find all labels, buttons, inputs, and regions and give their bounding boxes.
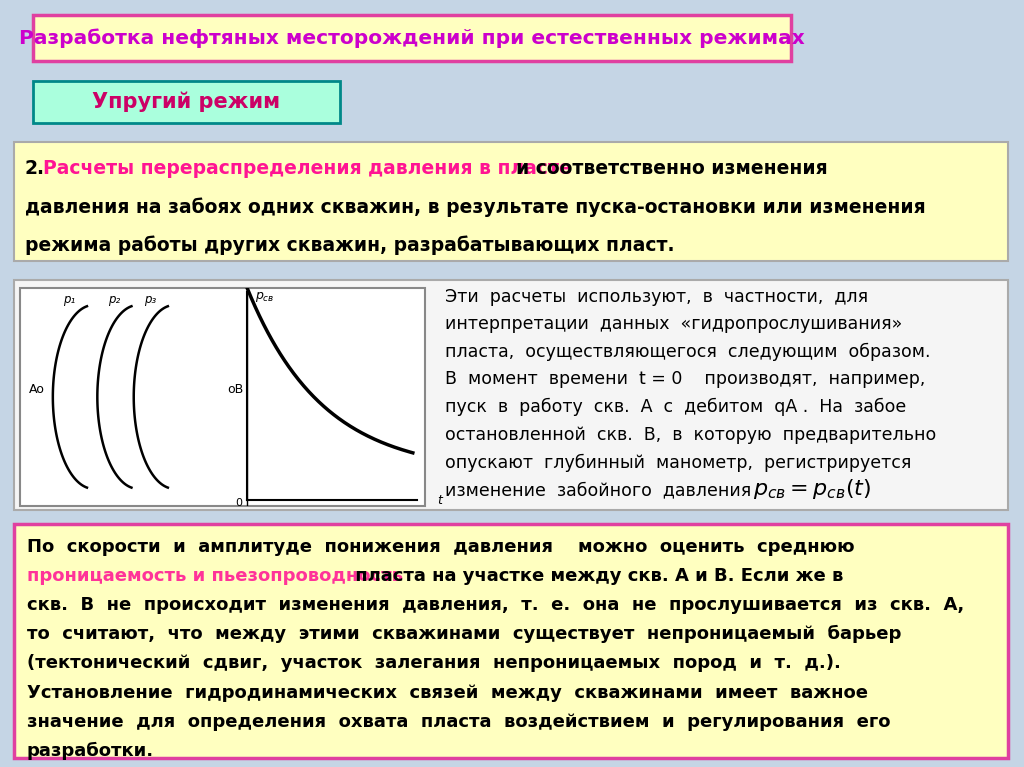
FancyBboxPatch shape	[14, 142, 1008, 261]
Text: oB: oB	[226, 383, 243, 396]
Text: p₃: p₃	[144, 293, 157, 306]
FancyBboxPatch shape	[14, 524, 1008, 758]
Text: давления на забоях одних скважин, в результате пуска-остановки или изменения: давления на забоях одних скважин, в резу…	[25, 197, 926, 217]
Text: Разработка нефтяных месторождений при естественных режимах: Разработка нефтяных месторождений при ес…	[18, 28, 805, 48]
Text: 2.: 2.	[25, 160, 45, 178]
Text: (тектонический  сдвиг,  участок  залегания  непроницаемых  пород  и  т.  д.).: (тектонический сдвиг, участок залегания …	[27, 654, 841, 673]
Text: изменение  забойного  давления: изменение забойного давления	[445, 481, 752, 499]
FancyBboxPatch shape	[33, 81, 340, 123]
Text: По  скорости  и  амплитуде  понижения  давления    можно  оценить  среднюю: По скорости и амплитуде понижения давлен…	[27, 538, 854, 556]
FancyBboxPatch shape	[20, 288, 425, 506]
Text: интерпретации  данных  «гидропрослушивания»: интерпретации данных «гидропрослушивания…	[445, 315, 903, 333]
Text: пласта на участке между скв. А и В. Если же в: пласта на участке между скв. А и В. Если…	[349, 567, 844, 585]
Text: p₂: p₂	[108, 293, 120, 306]
Text: режима работы других скважин, разрабатывающих пласт.: режима работы других скважин, разрабатыв…	[25, 235, 674, 255]
Text: Расчеты перераспределения давления в пласте: Расчеты перераспределения давления в пла…	[43, 160, 571, 178]
Text: остановленной  скв.  В,  в  которую  предварительно: остановленной скв. В, в которую предвари…	[445, 426, 937, 443]
Text: $p_{св}$: $p_{св}$	[255, 290, 274, 304]
FancyBboxPatch shape	[14, 280, 1008, 510]
Text: Упругий режим: Упругий режим	[92, 91, 281, 112]
Text: t: t	[437, 494, 442, 507]
Text: пласта,  осуществляющегося  следующим  образом.: пласта, осуществляющегося следующим обра…	[445, 343, 931, 361]
Text: значение  для  определения  охвата  пласта  воздействием  и  регулирования  его: значение для определения охвата пласта в…	[27, 713, 890, 731]
Text: скв.  В  не  происходит  изменения  давления,  т.  е.  она  не  прослушивается  : скв. В не происходит изменения давления,…	[27, 596, 964, 614]
Text: опускают  глубинный  манометр,  регистрируется: опускают глубинный манометр, регистрируе…	[445, 453, 911, 472]
Text: проницаемость и пьезопроводность: проницаемость и пьезопроводность	[27, 567, 402, 585]
FancyBboxPatch shape	[33, 15, 791, 61]
Text: p₁: p₁	[63, 293, 76, 306]
Text: 0: 0	[236, 499, 243, 509]
Text: и соответственно изменения: и соответственно изменения	[516, 160, 827, 178]
Text: $p_{св} = p_{св}(t)$: $p_{св} = p_{св}(t)$	[753, 477, 871, 501]
Text: В  момент  времени  t = 0    производят,  например,: В момент времени t = 0 производят, напри…	[445, 370, 926, 388]
Text: Эти  расчеты  используют,  в  частности,  для: Эти расчеты используют, в частности, для	[445, 288, 868, 305]
Text: Установление  гидродинамических  связей  между  скважинами  имеет  важное: Установление гидродинамических связей ме…	[27, 683, 867, 702]
Text: пуск  в  работу  скв.  А  с  дебитом  qA .  На  забое: пуск в работу скв. А с дебитом qA . На з…	[445, 398, 906, 416]
Text: разработки.: разработки.	[27, 742, 154, 760]
Text: то  считают,  что  между  этими  скважинами  существует  непроницаемый  барьер: то считают, что между этими скважинами с…	[27, 625, 901, 644]
Text: Ao: Ao	[29, 383, 44, 396]
